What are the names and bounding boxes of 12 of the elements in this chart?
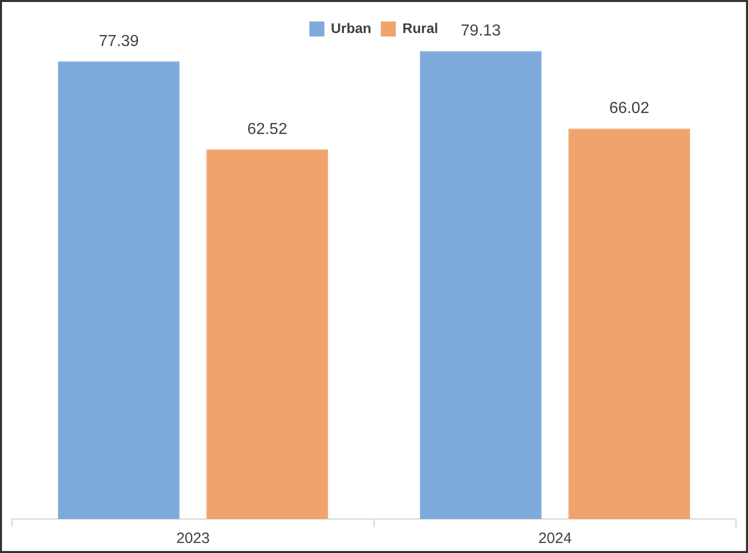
data-label: 66.02 <box>609 100 650 118</box>
data-label: 77.39 <box>98 32 139 50</box>
bar <box>58 61 180 519</box>
legend-label: Urban <box>330 20 372 36</box>
x-tick-label: 2024 <box>538 530 572 548</box>
legend-label: Rural <box>402 20 438 36</box>
bar <box>568 128 690 519</box>
x-tick-label: 2023 <box>176 530 210 548</box>
data-label: 79.13 <box>460 22 501 40</box>
bar <box>420 51 542 519</box>
bar <box>206 149 328 519</box>
data-label: 62.52 <box>247 120 288 138</box>
